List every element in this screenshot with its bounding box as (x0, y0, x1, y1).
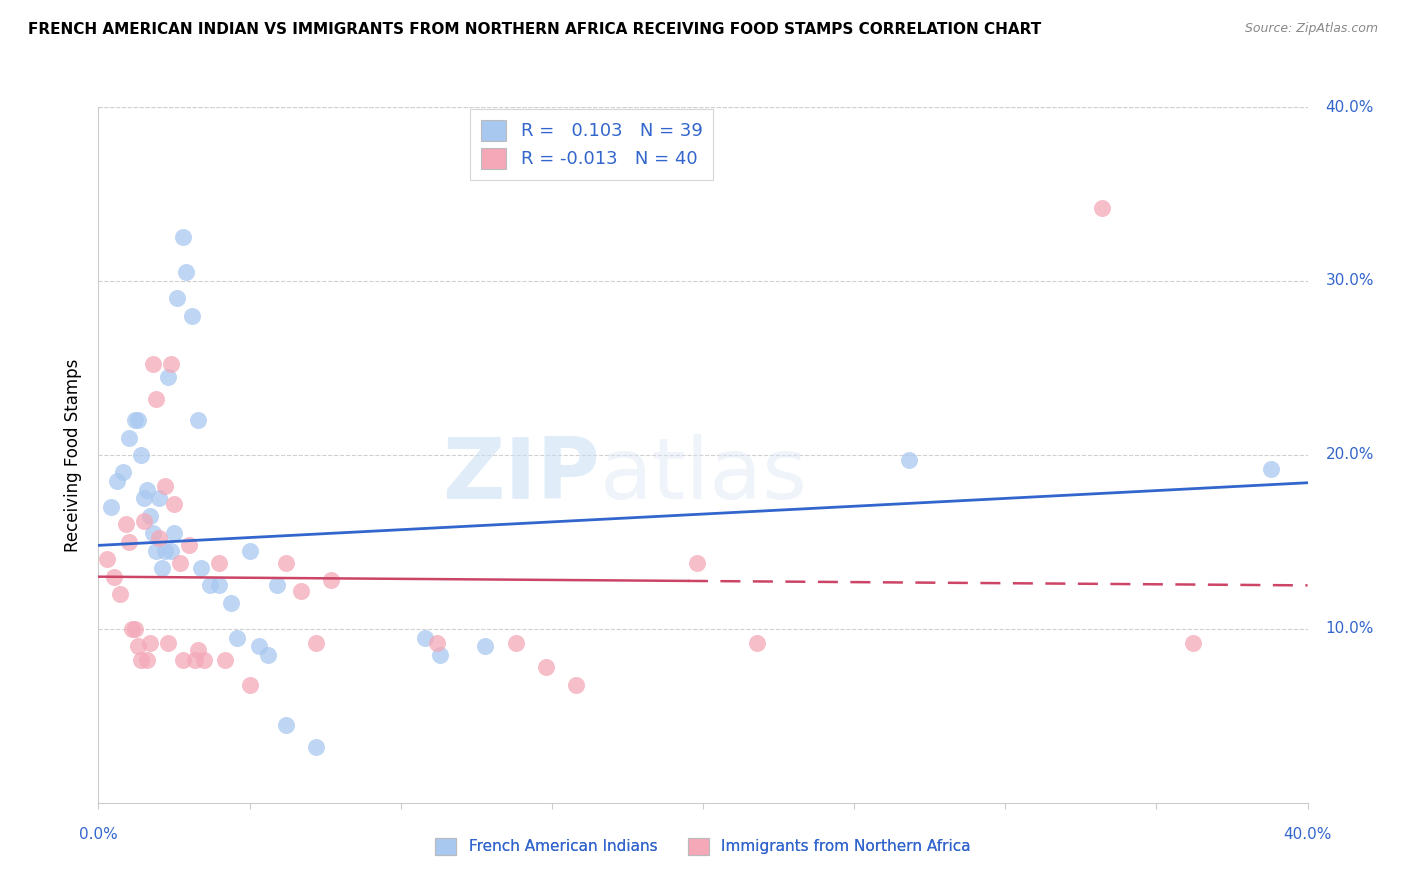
Point (118, 431, 141, 445)
Point (221, 596, 243, 610)
Point (150, 561, 173, 575)
Point (305, 636, 328, 650)
Text: atlas: atlas (600, 434, 808, 517)
Point (190, 561, 212, 575)
Point (226, 631, 249, 645)
Point (426, 636, 449, 650)
Text: 10.0%: 10.0% (1326, 622, 1374, 636)
Point (172, 230, 194, 244)
Point (1091, 201, 1114, 215)
Text: 20.0%: 20.0% (1326, 448, 1374, 462)
Point (534, 660, 557, 674)
Legend: French American Indians, Immigrants from Northern Africa: French American Indians, Immigrants from… (429, 831, 977, 862)
Point (160, 358, 183, 372)
Point (100, 500, 122, 514)
Point (124, 622, 146, 636)
Point (114, 517, 136, 532)
Point (166, 291, 188, 305)
Point (142, 526, 165, 541)
Point (214, 653, 236, 667)
Point (247, 639, 270, 653)
Text: 40.0%: 40.0% (1326, 100, 1374, 114)
Point (135, 653, 157, 667)
Point (132, 514, 155, 528)
Point (111, 466, 134, 480)
Point (184, 653, 207, 667)
Point (156, 636, 179, 650)
Point (177, 538, 201, 552)
Point (208, 556, 231, 570)
Text: ZIP: ZIP (443, 434, 600, 517)
Point (118, 534, 141, 549)
Point (163, 497, 186, 511)
Point (129, 448, 152, 462)
Point (153, 543, 176, 558)
Point (274, 717, 297, 731)
Point (156, 369, 179, 384)
Point (160, 543, 183, 558)
Point (124, 413, 146, 427)
Point (266, 578, 288, 592)
Point (290, 583, 312, 598)
Point (239, 543, 262, 558)
Text: 30.0%: 30.0% (1326, 274, 1374, 288)
Point (686, 556, 709, 570)
Point (181, 309, 204, 323)
Point (174, 265, 197, 279)
Point (127, 639, 149, 653)
Point (139, 636, 162, 650)
Point (505, 636, 527, 650)
Point (187, 413, 209, 427)
Point (139, 508, 162, 523)
Point (96, 552, 118, 566)
Point (148, 491, 170, 506)
Point (1260, 462, 1282, 476)
Point (321, 573, 343, 587)
Point (239, 677, 262, 691)
Point (169, 556, 191, 570)
Point (132, 491, 155, 506)
Text: FRENCH AMERICAN INDIAN VS IMMIGRANTS FROM NORTHERN AFRICA RECEIVING FOOD STAMPS : FRENCH AMERICAN INDIAN VS IMMIGRANTS FRO… (28, 22, 1042, 37)
Point (208, 578, 231, 592)
Y-axis label: Receiving Food Stamps: Receiving Food Stamps (65, 359, 83, 551)
Point (105, 474, 128, 488)
Point (145, 392, 167, 407)
Point (127, 413, 149, 427)
Point (200, 578, 222, 592)
Point (193, 653, 215, 667)
Point (121, 622, 143, 636)
Point (108, 587, 131, 601)
Point (565, 677, 588, 691)
Point (413, 631, 436, 645)
Point (474, 639, 496, 653)
Point (129, 653, 152, 667)
Point (897, 453, 920, 467)
Point (148, 532, 170, 546)
Point (305, 740, 328, 755)
Point (142, 358, 165, 372)
Point (103, 570, 125, 584)
Point (153, 479, 176, 493)
Point (429, 648, 451, 662)
Point (172, 653, 194, 667)
Point (256, 648, 278, 662)
Point (274, 556, 297, 570)
Point (163, 526, 186, 541)
Point (747, 636, 769, 650)
Point (145, 543, 167, 558)
Point (187, 642, 209, 657)
Text: 0.0%: 0.0% (79, 827, 118, 842)
Text: 40.0%: 40.0% (1284, 827, 1331, 842)
Text: Source: ZipAtlas.com: Source: ZipAtlas.com (1244, 22, 1378, 36)
Point (1181, 636, 1204, 650)
Point (135, 483, 157, 497)
